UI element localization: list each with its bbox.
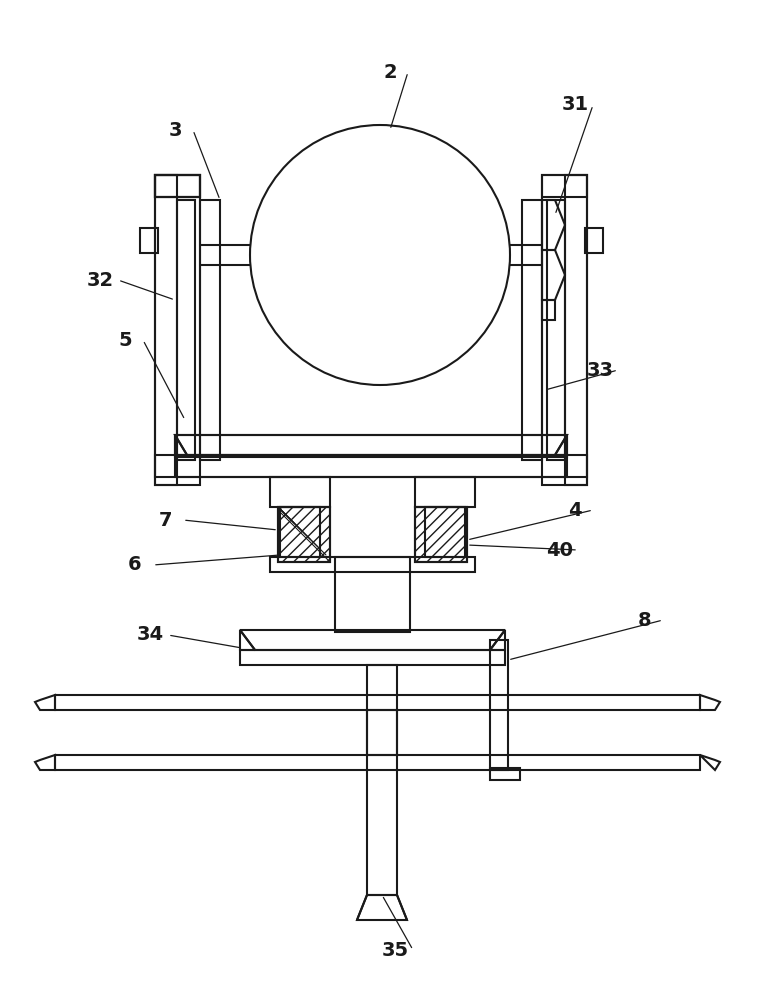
Bar [278, 507, 330, 562]
Bar [140, 228, 158, 253]
Text: 7: 7 [158, 510, 172, 530]
Text: 5: 5 [118, 330, 132, 350]
Text: 33: 33 [587, 360, 613, 379]
Text: 40: 40 [546, 540, 574, 560]
Text: 4: 4 [568, 500, 582, 520]
Bar [270, 477, 330, 507]
Bar [177, 200, 195, 460]
Ellipse shape [250, 125, 510, 385]
Text: 3: 3 [168, 120, 182, 139]
Text: 6: 6 [128, 556, 142, 574]
Bar [280, 507, 320, 557]
Bar [367, 665, 397, 895]
Bar [415, 507, 467, 562]
Bar [490, 640, 508, 770]
Bar [547, 200, 565, 460]
Bar [585, 228, 603, 253]
Text: 35: 35 [381, 940, 409, 960]
Bar [278, 507, 330, 562]
Bar [155, 175, 200, 197]
Text: 31: 31 [562, 96, 588, 114]
Bar [175, 435, 567, 457]
Bar [565, 175, 587, 485]
Bar [425, 507, 465, 557]
Text: 8: 8 [638, 610, 652, 630]
Bar [270, 557, 475, 572]
Text: 2: 2 [384, 62, 396, 82]
Bar [335, 557, 410, 632]
Bar [490, 768, 520, 780]
Text: 32: 32 [87, 270, 113, 290]
Bar [367, 710, 397, 755]
Bar [155, 175, 177, 485]
Text: 34: 34 [136, 626, 164, 645]
Bar [415, 477, 475, 507]
Bar [415, 507, 467, 562]
Bar [155, 175, 200, 197]
Bar [155, 455, 587, 477]
